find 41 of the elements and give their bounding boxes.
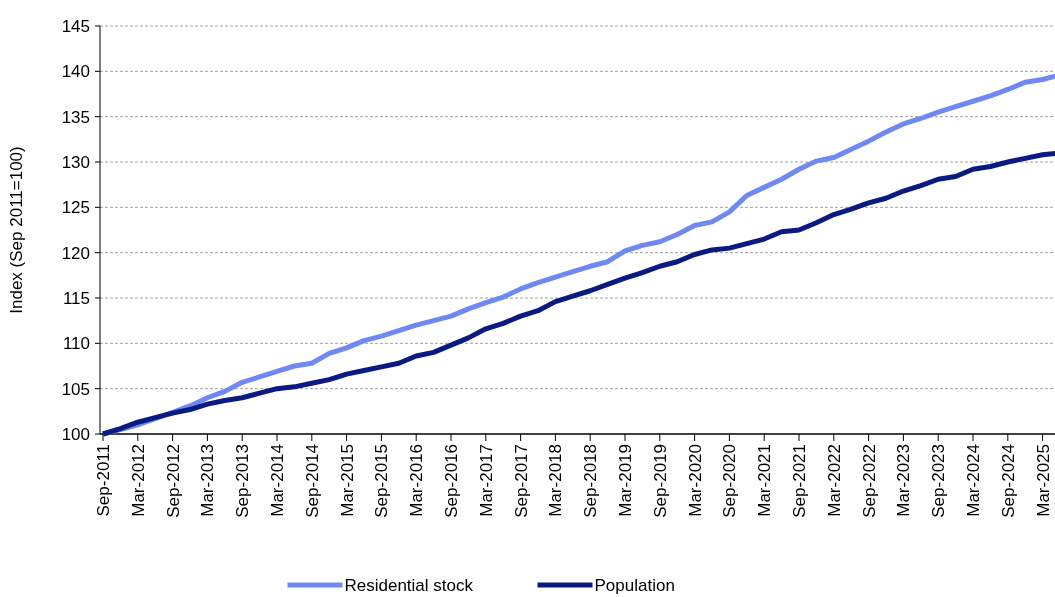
x-tick-label: Sep-2018 — [581, 444, 601, 518]
x-tick-label: Sep-2019 — [650, 444, 670, 518]
y-axis-title: Index (Sep 2011=100) — [7, 146, 26, 314]
y-tick-label: 105 — [61, 379, 90, 399]
x-tick-label: Mar-2019 — [616, 444, 635, 517]
x-tick-label: Mar-2025 — [1033, 444, 1053, 517]
x-tick-label: Mar-2024 — [964, 444, 983, 517]
x-tick-label: Mar-2022 — [824, 444, 844, 517]
y-tick-label: 130 — [61, 152, 90, 172]
x-tick-label: Sep-2021 — [790, 444, 809, 518]
x-tick-label: Mar-2018 — [546, 444, 566, 517]
y-tick-label: 120 — [61, 243, 90, 263]
y-tick-label: 125 — [61, 198, 90, 218]
y-tick-label: 135 — [61, 107, 90, 127]
x-tick-label: Mar-2017 — [476, 444, 496, 517]
y-tick-label: 115 — [62, 288, 90, 308]
x-tick-label: Mar-2023 — [894, 444, 914, 517]
x-tick-label: Mar-2013 — [198, 444, 218, 517]
x-tick-label: Sep-2020 — [720, 444, 740, 518]
x-tick-label: Sep-2012 — [163, 444, 183, 518]
x-tick-label: Mar-2015 — [337, 444, 357, 517]
x-tick-label: Mar-2021 — [755, 444, 775, 517]
x-tick-label: Mar-2020 — [685, 444, 705, 517]
x-tick-label: Sep-2017 — [511, 444, 531, 518]
legend-label: Residential stock — [344, 575, 474, 595]
x-tick-label: Sep-2023 — [929, 444, 949, 518]
legend-label: Population — [594, 575, 675, 595]
x-tick-label: Sep-2011 — [94, 444, 113, 517]
x-tick-label: Mar-2014 — [268, 444, 287, 517]
y-tick-label: 145 — [61, 16, 90, 36]
x-tick-label: Sep-2015 — [372, 444, 392, 518]
x-tick-label: Mar-2012 — [128, 444, 148, 517]
y-tick-label: 100 — [61, 424, 90, 444]
x-tick-label: Sep-2013 — [233, 444, 253, 518]
x-tick-label: Sep-2022 — [859, 444, 879, 518]
x-tick-label: Sep-2024 — [998, 444, 1018, 518]
x-tick-label: Mar-2016 — [407, 444, 427, 517]
y-tick-label: 140 — [61, 62, 90, 82]
x-tick-label: Sep-2014 — [302, 444, 322, 518]
x-tick-label: Sep-2016 — [442, 444, 461, 518]
y-tick-label: 110 — [62, 334, 90, 354]
